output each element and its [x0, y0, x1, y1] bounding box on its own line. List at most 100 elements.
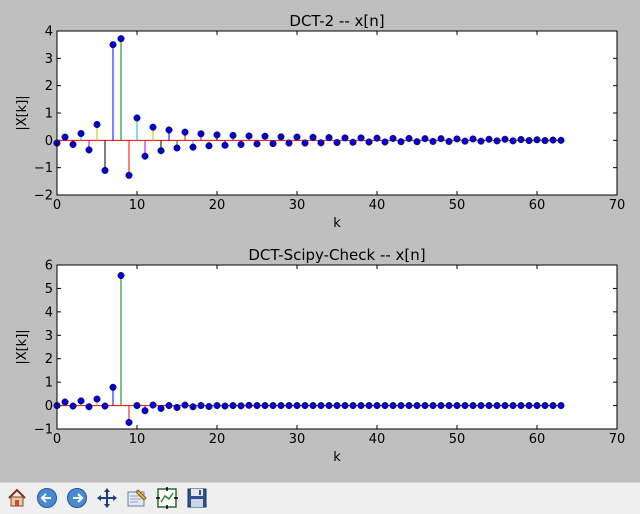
stem-marker	[245, 401, 253, 409]
y-axis-label: |X[k]|	[15, 95, 30, 130]
stem-marker	[309, 133, 317, 141]
y-tick-label: 3	[45, 329, 53, 344]
stem-marker	[437, 135, 445, 143]
stem-marker	[285, 402, 293, 410]
x-tick-label: 0	[53, 432, 61, 447]
plot-area	[57, 265, 617, 429]
stem-marker	[205, 403, 213, 411]
x-axis-label: k	[333, 216, 341, 231]
stem-marker	[525, 402, 533, 410]
stem-marker	[461, 402, 469, 410]
pan-arrows-icon	[97, 488, 117, 508]
stem-marker	[261, 132, 269, 140]
y-tick-label: 2	[45, 79, 53, 94]
y-tick-label: 4	[45, 25, 53, 40]
y-tick-label: 5	[45, 282, 53, 297]
y-tick-label: 0	[45, 134, 53, 149]
stem-marker	[269, 402, 277, 410]
stem-marker	[157, 404, 165, 412]
subplots-icon	[156, 487, 178, 509]
x-tick-label: 40	[369, 198, 386, 213]
x-tick-label: 40	[369, 432, 386, 447]
y-tick-label: 2	[45, 352, 53, 367]
stem-marker	[221, 141, 229, 149]
x-tick-label: 30	[289, 198, 306, 213]
stem-marker	[85, 146, 93, 154]
stem-marker	[213, 402, 221, 410]
stem-marker	[269, 140, 277, 148]
stem-marker	[357, 134, 365, 142]
stem-marker	[229, 402, 237, 410]
stem-marker	[389, 402, 397, 410]
stem-marker	[277, 402, 285, 410]
stem-marker	[509, 402, 517, 410]
zoom-button[interactable]	[124, 485, 150, 511]
stem-marker	[437, 402, 445, 410]
chart-title: DCT-2 -- x[n]	[289, 12, 384, 30]
chart-title: DCT-Scipy-Check -- x[n]	[248, 246, 425, 264]
stem-marker	[61, 398, 69, 406]
stem-marker	[237, 140, 245, 148]
stem-marker	[341, 402, 349, 410]
pan-button[interactable]	[94, 485, 120, 511]
stem-marker	[517, 136, 525, 144]
stem-marker	[445, 402, 453, 410]
stem-marker	[461, 137, 469, 145]
stem-marker	[197, 130, 205, 138]
y-tick-label: −1	[34, 423, 53, 438]
stem-marker	[69, 140, 77, 148]
stem-marker	[429, 402, 437, 410]
stem-marker	[133, 114, 141, 122]
stem-marker	[109, 41, 117, 49]
stem-marker	[85, 403, 93, 411]
stem-marker	[61, 133, 69, 141]
stem-marker	[141, 152, 149, 160]
stem-marker	[277, 133, 285, 141]
stem-marker	[77, 397, 85, 405]
stem-marker	[317, 139, 325, 147]
back-button[interactable]	[34, 485, 60, 511]
configure-subplots-button[interactable]	[154, 485, 180, 511]
y-tick-label: −1	[34, 161, 53, 176]
stem-marker	[93, 120, 101, 128]
x-tick-label: 10	[129, 198, 146, 213]
stem-marker	[197, 402, 205, 410]
stem-marker	[261, 402, 269, 410]
stem-marker	[133, 402, 141, 410]
stem-marker	[453, 402, 461, 410]
stem-marker	[69, 402, 77, 410]
stem-marker	[373, 402, 381, 410]
axes-frame	[56, 30, 618, 196]
stem-marker	[189, 143, 197, 151]
stem-marker	[301, 402, 309, 410]
save-button[interactable]	[184, 485, 210, 511]
home-button[interactable]	[4, 485, 30, 511]
stem-marker	[333, 402, 341, 410]
stem-marker	[109, 383, 117, 391]
forward-button[interactable]	[64, 485, 90, 511]
stem-marker	[413, 402, 421, 410]
x-tick-label: 30	[289, 432, 306, 447]
x-tick-label: 20	[209, 432, 226, 447]
stem-marker	[469, 402, 477, 410]
stem-marker	[317, 402, 325, 410]
stem-marker	[413, 138, 421, 146]
x-axis-label: k	[333, 450, 341, 465]
stem-marker	[453, 135, 461, 143]
x-tick-label: 50	[449, 432, 466, 447]
stem-marker	[477, 137, 485, 145]
stem-marker	[173, 144, 181, 152]
stem-marker	[237, 402, 245, 410]
zoom-rect-icon	[127, 489, 147, 507]
stem-marker	[493, 137, 501, 145]
stem-marker	[253, 140, 261, 148]
stem-marker	[501, 135, 509, 143]
stem-marker	[301, 139, 309, 147]
save-disk-icon	[187, 488, 207, 508]
stem-marker	[389, 134, 397, 142]
stem-marker	[101, 402, 109, 410]
y-tick-label: 0	[45, 399, 53, 414]
stem-marker	[101, 166, 109, 174]
stem-marker	[493, 402, 501, 410]
stem-marker	[421, 135, 429, 143]
